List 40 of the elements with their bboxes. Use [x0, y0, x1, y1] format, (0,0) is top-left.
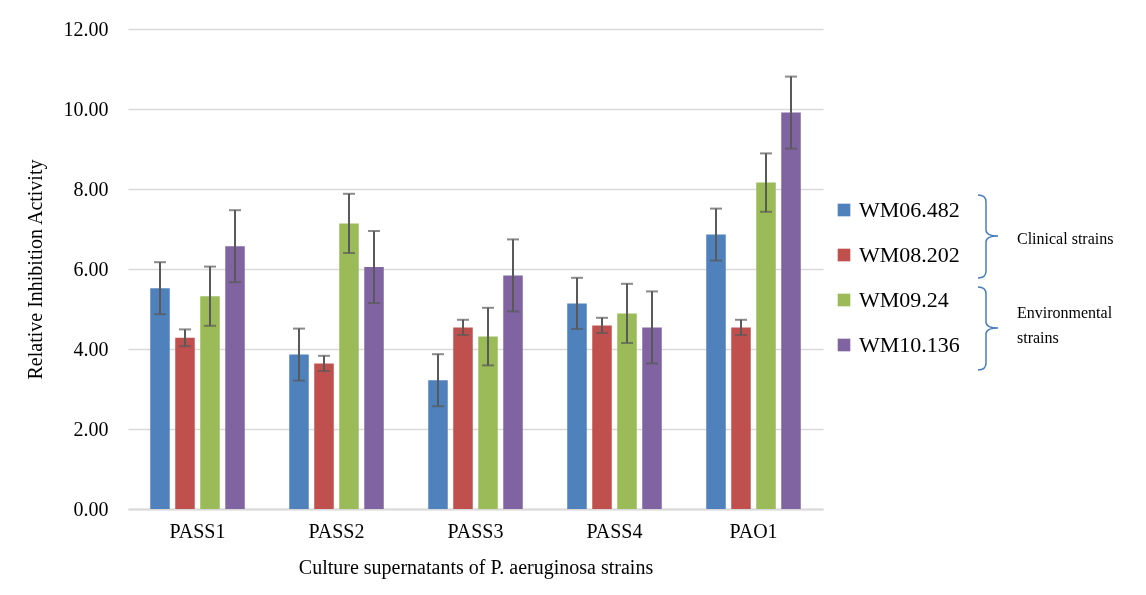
bar — [781, 112, 801, 509]
legend-label: WM06.482 — [859, 197, 960, 222]
legend-label: WM10.136 — [859, 332, 960, 357]
bar — [225, 246, 245, 509]
bar — [339, 223, 359, 509]
x-tick-label: PAO1 — [729, 519, 778, 542]
bar — [200, 296, 220, 509]
y-axis-title: Relative Inhibition Activity — [23, 159, 47, 380]
text: Clinical strains — [1017, 229, 1115, 249]
bar — [592, 325, 612, 509]
legend-label: WM09.24 — [859, 287, 949, 312]
y-tick-label: 12.00 — [63, 17, 109, 40]
bar — [364, 267, 384, 509]
bar — [731, 327, 751, 509]
x-axis-title: Culture supernatants of P. aeruginosa strains — [298, 555, 654, 579]
bar — [453, 327, 473, 509]
text: Environmental strains — [1017, 303, 1114, 348]
bar — [428, 380, 448, 509]
x-tick-label: PASS4 — [586, 519, 643, 542]
bar — [567, 303, 587, 509]
y-tick-label: 2.00 — [73, 417, 109, 440]
x-tick-label: PASS1 — [169, 519, 226, 542]
bar — [503, 275, 523, 509]
bar — [150, 288, 170, 509]
y-tick-label: 4.00 — [73, 337, 109, 360]
y-tick-label: 10.00 — [63, 97, 109, 120]
bar — [642, 327, 662, 509]
bar — [478, 336, 498, 509]
x-tick-label: PASS3 — [447, 519, 504, 542]
y-tick-label: 8.00 — [73, 177, 109, 200]
bar — [617, 313, 637, 509]
bar — [756, 182, 776, 509]
y-tick-label: 6.00 — [73, 257, 109, 280]
bar — [175, 337, 195, 509]
x-tick-label: PASS2 — [308, 519, 365, 542]
bar — [314, 363, 334, 509]
legend-label: WM08.202 — [859, 242, 960, 267]
y-tick-label: 0.00 — [73, 497, 109, 520]
bar — [289, 354, 309, 509]
bar — [706, 234, 726, 509]
